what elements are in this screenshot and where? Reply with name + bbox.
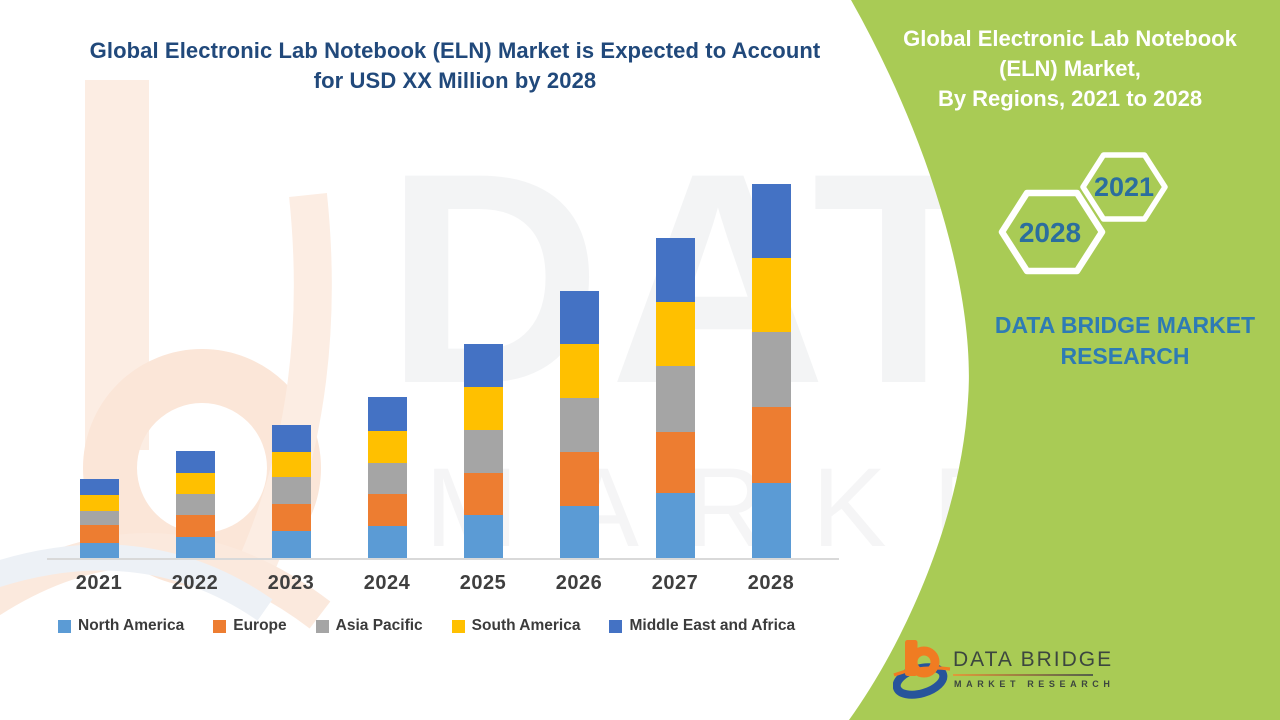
bar-segment-2027-asia-pacific <box>655 366 695 432</box>
bar-segment-2023-north-america <box>271 531 311 558</box>
x-axis-label-2024: 2024 <box>363 572 411 594</box>
bar-segment-2021-middle-east-and-africa <box>79 479 119 495</box>
bar-segment-2022-north-america <box>175 537 215 558</box>
bar-2025 <box>463 344 503 558</box>
brand-wordmark-line2: RESEARCH <box>1060 343 1190 369</box>
bar-2028 <box>751 184 791 558</box>
bar-2027 <box>655 238 695 558</box>
x-axis-label-2027: 2027 <box>651 572 699 594</box>
bar-segment-2024-asia-pacific <box>367 463 407 494</box>
bar-segment-2022-middle-east-and-africa <box>175 451 215 473</box>
page-title: Global Electronic Lab Notebook (ELN) Mar… <box>40 36 870 96</box>
bar-segment-2023-europe <box>271 504 311 531</box>
brand-wordmark: DATA BRIDGE MARKET RESEARCH <box>960 310 1280 372</box>
bar-segment-2024-south-america <box>367 431 407 463</box>
legend-item-asia-pacific: Asia Pacific <box>315 617 423 635</box>
legend-swatch-asia-pacific <box>315 619 329 633</box>
bar-segment-2021-north-america <box>79 543 119 558</box>
legend-label-middle-east-and-africa: Middle East and Africa <box>629 617 796 634</box>
bar-segment-2026-north-america <box>559 506 599 558</box>
bar-2026 <box>559 291 599 558</box>
x-axis-label-2028: 2028 <box>747 572 795 594</box>
watermark-logo-b-icon <box>0 80 332 629</box>
plot-area <box>79 184 791 558</box>
hexagon-year-2021: 2021 <box>1093 172 1155 202</box>
side-panel-title: Global Electronic Lab Notebook (ELN) Mar… <box>900 24 1240 114</box>
x-axis-label-2023: 2023 <box>267 572 315 594</box>
bar-2023 <box>271 425 311 558</box>
bar-segment-2025-asia-pacific <box>463 430 503 473</box>
bar-segment-2026-south-america <box>559 344 599 398</box>
bar-segment-2025-middle-east-and-africa <box>463 344 503 387</box>
brand-wordmark-line1: DATA BRIDGE MARKET <box>994 312 1256 338</box>
bar-segment-2021-asia-pacific <box>79 511 119 525</box>
bar-2021 <box>79 479 119 558</box>
company-logo-subtitle: MARKET RESEARCH <box>954 679 1115 689</box>
company-logo-mark-icon <box>893 640 951 699</box>
legend-swatch-north-america <box>58 619 71 633</box>
side-panel-title-line3: By Regions, 2021 to 2028 <box>937 86 1203 111</box>
legend-item-middle-east-and-africa: Middle East and Africa <box>609 617 795 635</box>
bar-segment-2024-north-america <box>367 526 407 558</box>
legend-item-north-america: North America <box>58 617 184 635</box>
bar-segment-2022-europe <box>175 515 215 537</box>
bar-segment-2022-south-america <box>175 473 215 494</box>
bar-segment-2021-south-america <box>79 495 119 511</box>
company-logo-title: DATA BRIDGE <box>953 648 1114 671</box>
page-title-line1: Global Electronic Lab Notebook (ELN) Mar… <box>89 38 821 63</box>
bar-segment-2026-asia-pacific <box>559 398 599 452</box>
hexagon-year-2028: 2028 <box>1018 217 1082 248</box>
legend-label-north-america: North America <box>78 617 185 634</box>
bar-segment-2025-south-america <box>463 387 503 430</box>
bar-segment-2028-middle-east-and-africa <box>751 184 791 258</box>
x-axis-line <box>47 558 839 560</box>
bar-segment-2023-south-america <box>271 452 311 477</box>
company-logo-underline <box>953 674 1093 676</box>
legend-item-south-america: South America <box>451 617 581 635</box>
legend-swatch-middle-east-and-africa <box>609 619 623 633</box>
bar-segment-2027-north-america <box>655 493 695 558</box>
bar-segment-2024-europe <box>367 494 407 526</box>
bar-segment-2028-europe <box>751 407 791 483</box>
hexagon-badges-icon <box>998 152 1168 275</box>
bar-segment-2022-asia-pacific <box>175 494 215 515</box>
bar-2022 <box>175 451 215 558</box>
page-title-line2: for USD XX Million by 2028 <box>313 68 597 93</box>
bar-2024 <box>367 397 407 558</box>
x-axis-label-2022: 2022 <box>171 572 219 594</box>
x-axis-label-2026: 2026 <box>555 572 603 594</box>
legend-swatch-europe <box>213 619 227 633</box>
legend-label-south-america: South America <box>471 617 581 634</box>
company-logo: DATA BRIDGE MARKET RESEARCH <box>893 637 1153 707</box>
bar-segment-2027-south-america <box>655 302 695 366</box>
x-axis-label-2021: 2021 <box>75 572 123 594</box>
legend-label-europe: Europe <box>233 617 287 634</box>
bar-segment-2027-middle-east-and-africa <box>655 238 695 302</box>
bar-segment-2026-middle-east-and-africa <box>559 291 599 344</box>
bar-segment-2023-middle-east-and-africa <box>271 425 311 452</box>
bar-segment-2027-europe <box>655 432 695 493</box>
bar-segment-2025-europe <box>463 473 503 515</box>
side-panel-title-line1: Global Electronic Lab Notebook <box>903 26 1237 51</box>
legend-swatch-south-america <box>451 619 465 633</box>
legend-item-europe: Europe <box>213 617 287 635</box>
bar-segment-2021-europe <box>79 525 119 543</box>
legend-label-asia-pacific: Asia Pacific <box>335 617 423 634</box>
bar-segment-2026-europe <box>559 452 599 506</box>
bar-segment-2024-middle-east-and-africa <box>367 397 407 431</box>
bar-segment-2028-north-america <box>751 483 791 558</box>
bar-segment-2028-asia-pacific <box>751 332 791 407</box>
bar-segment-2028-south-america <box>751 258 791 332</box>
bar-segment-2025-north-america <box>463 515 503 558</box>
legend: North America Europe Asia Pacific South Ame… <box>58 617 795 635</box>
side-panel-title-line2: (ELN) Market, <box>999 56 1141 81</box>
x-axis-label-2025: 2025 <box>459 572 507 594</box>
bar-segment-2023-asia-pacific <box>271 477 311 504</box>
